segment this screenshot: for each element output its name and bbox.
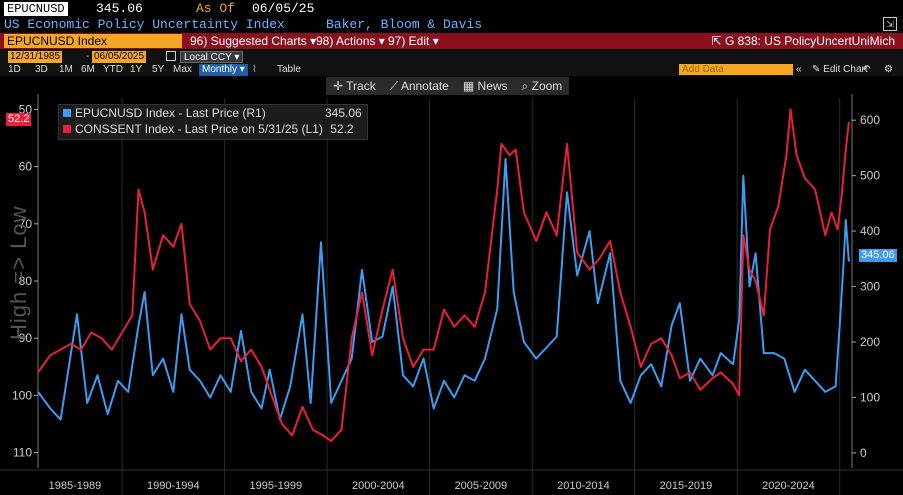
period-1m[interactable]: 1M [59,64,73,75]
end-date-input[interactable]: 06/05/2025 [92,51,147,63]
add-data-input[interactable]: Add Data [679,64,793,75]
actions-label: 98) Actions [316,34,376,48]
x-tick-label-2: 1995-1999 [250,480,303,492]
left-tick-label-1: 60 [19,160,33,174]
left-axis-title: High => Low [6,205,31,340]
link-out-icon: ⇱ [711,34,722,48]
right-tick-label-0: 0 [860,446,867,460]
period-1y[interactable]: 1Y [130,64,143,75]
plot-area [38,94,852,468]
right-tick-label-1: 100 [860,390,880,404]
expand-icon[interactable]: ⇲ [883,17,897,31]
function-toolbar: EPUCNUSD Index 96) Suggested Charts ▾ 98… [0,33,903,49]
chart-canvas[interactable]: 50 60 70 80 90 100 110 0 100 200 300 400 500 600 1985-… [0,76,903,495]
chart-legend[interactable]: EPUCNUSD Index - Last Price (R1) 345.06 … [58,104,368,140]
track-label: Track [346,79,376,93]
legend-item-epucnusd: EPUCNUSD Index - Last Price (R1) 345.06 [63,106,362,121]
x-tick-label-6: 2015-2019 [660,480,713,492]
related-function-label: G 838: US PolicyUncertUniMich [724,34,895,48]
right-tick-label-3: 300 [860,280,880,294]
related-function-link[interactable]: ⇱ G 838: US PolicyUncertUniMich [712,34,895,48]
frequency-select[interactable]: Monthly ▾ [199,64,248,76]
zoom-tool[interactable]: ⌕ Zoom [521,79,563,93]
description-bar: US Economic Policy Uncertainty Index Bak… [0,17,903,33]
legend-item-conssent: CONSSENT Index - Last Price on 5/31/25 (… [63,122,354,137]
calendar-icon[interactable] [166,51,176,61]
x-tick-label-1: 1990-1994 [147,480,200,492]
right-tick-label-6: 600 [860,113,880,127]
period-ytd[interactable]: YTD [103,64,123,75]
series-line-epucnusd [37,158,850,421]
prev-icon[interactable]: « [796,64,802,75]
security-selector[interactable]: EPUCNUSD Index [4,34,182,48]
start-date-input[interactable]: 12/31/1985 [8,51,63,63]
x-tick-label-0: 1985-1989 [49,480,102,492]
actions-button[interactable]: 98) Actions ▾ [316,34,385,48]
x-tick-label-7: 2020-2024 [762,480,815,492]
left-tick-label-2: 70 [19,217,33,231]
legend-label-epucnusd: EPUCNUSD Index - Last Price (R1) [75,106,266,120]
currency-label: Local CCY [184,52,232,63]
chart-tools: ✛ Track ⟋ Annotate ▦ News ⌕ Zoom [326,77,570,95]
legend-swatch-conssent [63,125,71,133]
date-separator: - [86,51,90,62]
edit-chart-label: Edit Chart [823,64,868,75]
legend-value-epucnusd: 345.06 [325,106,362,120]
title-bar: EPUCNUSD 345.06 As Of 06/05/25 [0,0,903,18]
undo-icon[interactable]: ↶ [862,64,871,75]
series-line-conssent [37,108,850,443]
news-tool[interactable]: ▦ News [462,79,508,93]
table-button[interactable]: Table [277,64,301,75]
as-of-label: As Of [196,1,236,16]
last-price: 345.06 [96,1,143,16]
as-of-date: 06/05/25 [252,1,315,16]
left-last-value-tag: 52.2 [6,113,32,126]
legend-label-conssent: CONSSENT Index - Last Price on 5/31/25 (… [75,122,323,136]
left-tick-label-0: 50 [19,102,33,116]
period-6m[interactable]: 6M [81,64,95,75]
period-3d[interactable]: 3D [35,64,48,75]
ticker-label[interactable]: EPUCNUSD [4,2,68,16]
edit-button[interactable]: 97) Edit ▾ [388,34,439,48]
period-1d[interactable]: 1D [8,64,21,75]
annotate-label: Annotate [400,79,449,93]
right-tick-label-5: 500 [860,169,880,183]
line-chart-icon[interactable]: ⌇ [252,64,257,75]
period-5y[interactable]: 5Y [152,64,165,75]
period-max[interactable]: Max [173,64,192,75]
edit-chart-button[interactable]: ✎ Edit Chart [812,64,868,75]
security-selector-label: EPUCNUSD Index [7,34,108,48]
left-tick-label-4: 90 [19,331,33,345]
settings-icon[interactable]: ⚙ [884,64,893,75]
x-tick-label-5: 2010-2014 [557,480,610,492]
legend-value-conssent: 52.2 [330,122,354,136]
left-tick-label-5: 100 [12,388,32,402]
frequency-label: Monthly [202,64,238,75]
news-label: News [477,79,508,93]
track-tool[interactable]: ✛ Track [333,79,376,93]
left-tick-label-3: 80 [19,274,33,288]
security-description: US Economic Policy Uncertainty Index [4,17,285,32]
right-tick-label-4: 400 [860,224,880,238]
right-tick-label-2: 200 [860,335,880,349]
edit-label: 97) Edit [388,34,430,48]
left-tick-label-6: 110 [13,446,32,460]
suggested-charts-button[interactable]: 96) Suggested Charts ▾ [190,34,317,48]
right-last-value-tag: 345.06 [859,249,897,262]
zoom-label: Zoom [531,79,563,93]
suggested-charts-label: 96) Suggested Charts [190,34,307,48]
legend-swatch-epucnusd [63,109,71,117]
x-tick-label-4: 2005-2009 [455,480,508,492]
currency-select[interactable]: Local CCY ▾ [180,51,244,63]
source-label: Baker, Bloom & Davis [326,17,483,32]
annotate-tool[interactable]: ⟋ Annotate [389,79,449,93]
period-bar: 1D 3D 1M 6M YTD 1Y 5Y Max Monthly ▾ ⌇ Ta… [0,64,903,76]
range-bar: 12/31/1985 - 06/05/2025 Local CCY ▾ [0,50,903,64]
x-tick-label-3: 2000-2004 [352,480,405,492]
